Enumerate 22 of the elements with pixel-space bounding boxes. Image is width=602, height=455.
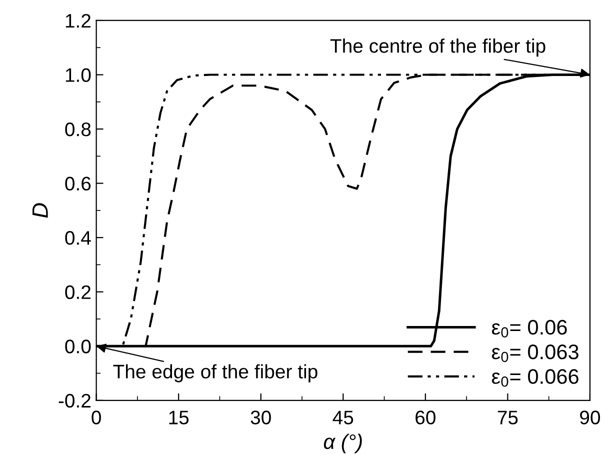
x-tick-label: 15: [169, 410, 189, 424]
y-tick-label: 0.6: [65, 176, 91, 191]
y-tick-label: 0.2: [65, 285, 90, 300]
annotation: The centre of the fiber tip: [330, 38, 546, 57]
legend-label: ε$_{0}$= 0.06: [492, 320, 567, 338]
legend-label: ε$_{0}$= 0.063: [492, 344, 578, 362]
y-tick-label: 0.8: [65, 122, 91, 136]
x-tick-label: 60: [416, 410, 436, 424]
y-axis-title: D: [32, 203, 48, 218]
y-tick-label: 0.0: [65, 340, 91, 354]
legend-label: ε$_{0}$= 0.066: [492, 369, 578, 387]
y-tick-label: 1.2: [66, 14, 90, 28]
y-tick-label: 0.4: [65, 231, 91, 245]
x-tick-label: 0: [92, 410, 101, 424]
y-tick-label: 1.0: [66, 68, 91, 82]
y-tick-label: -0.2: [58, 394, 90, 408]
x-tick-label: 30: [250, 410, 271, 424]
x-tick-label: 45: [332, 410, 354, 424]
x-tick-label: 75: [498, 410, 518, 424]
x-axis-title: α (°): [324, 434, 362, 454]
annotation: The edge of the fiber tip: [113, 364, 318, 382]
x-tick-label: 90: [580, 410, 600, 424]
